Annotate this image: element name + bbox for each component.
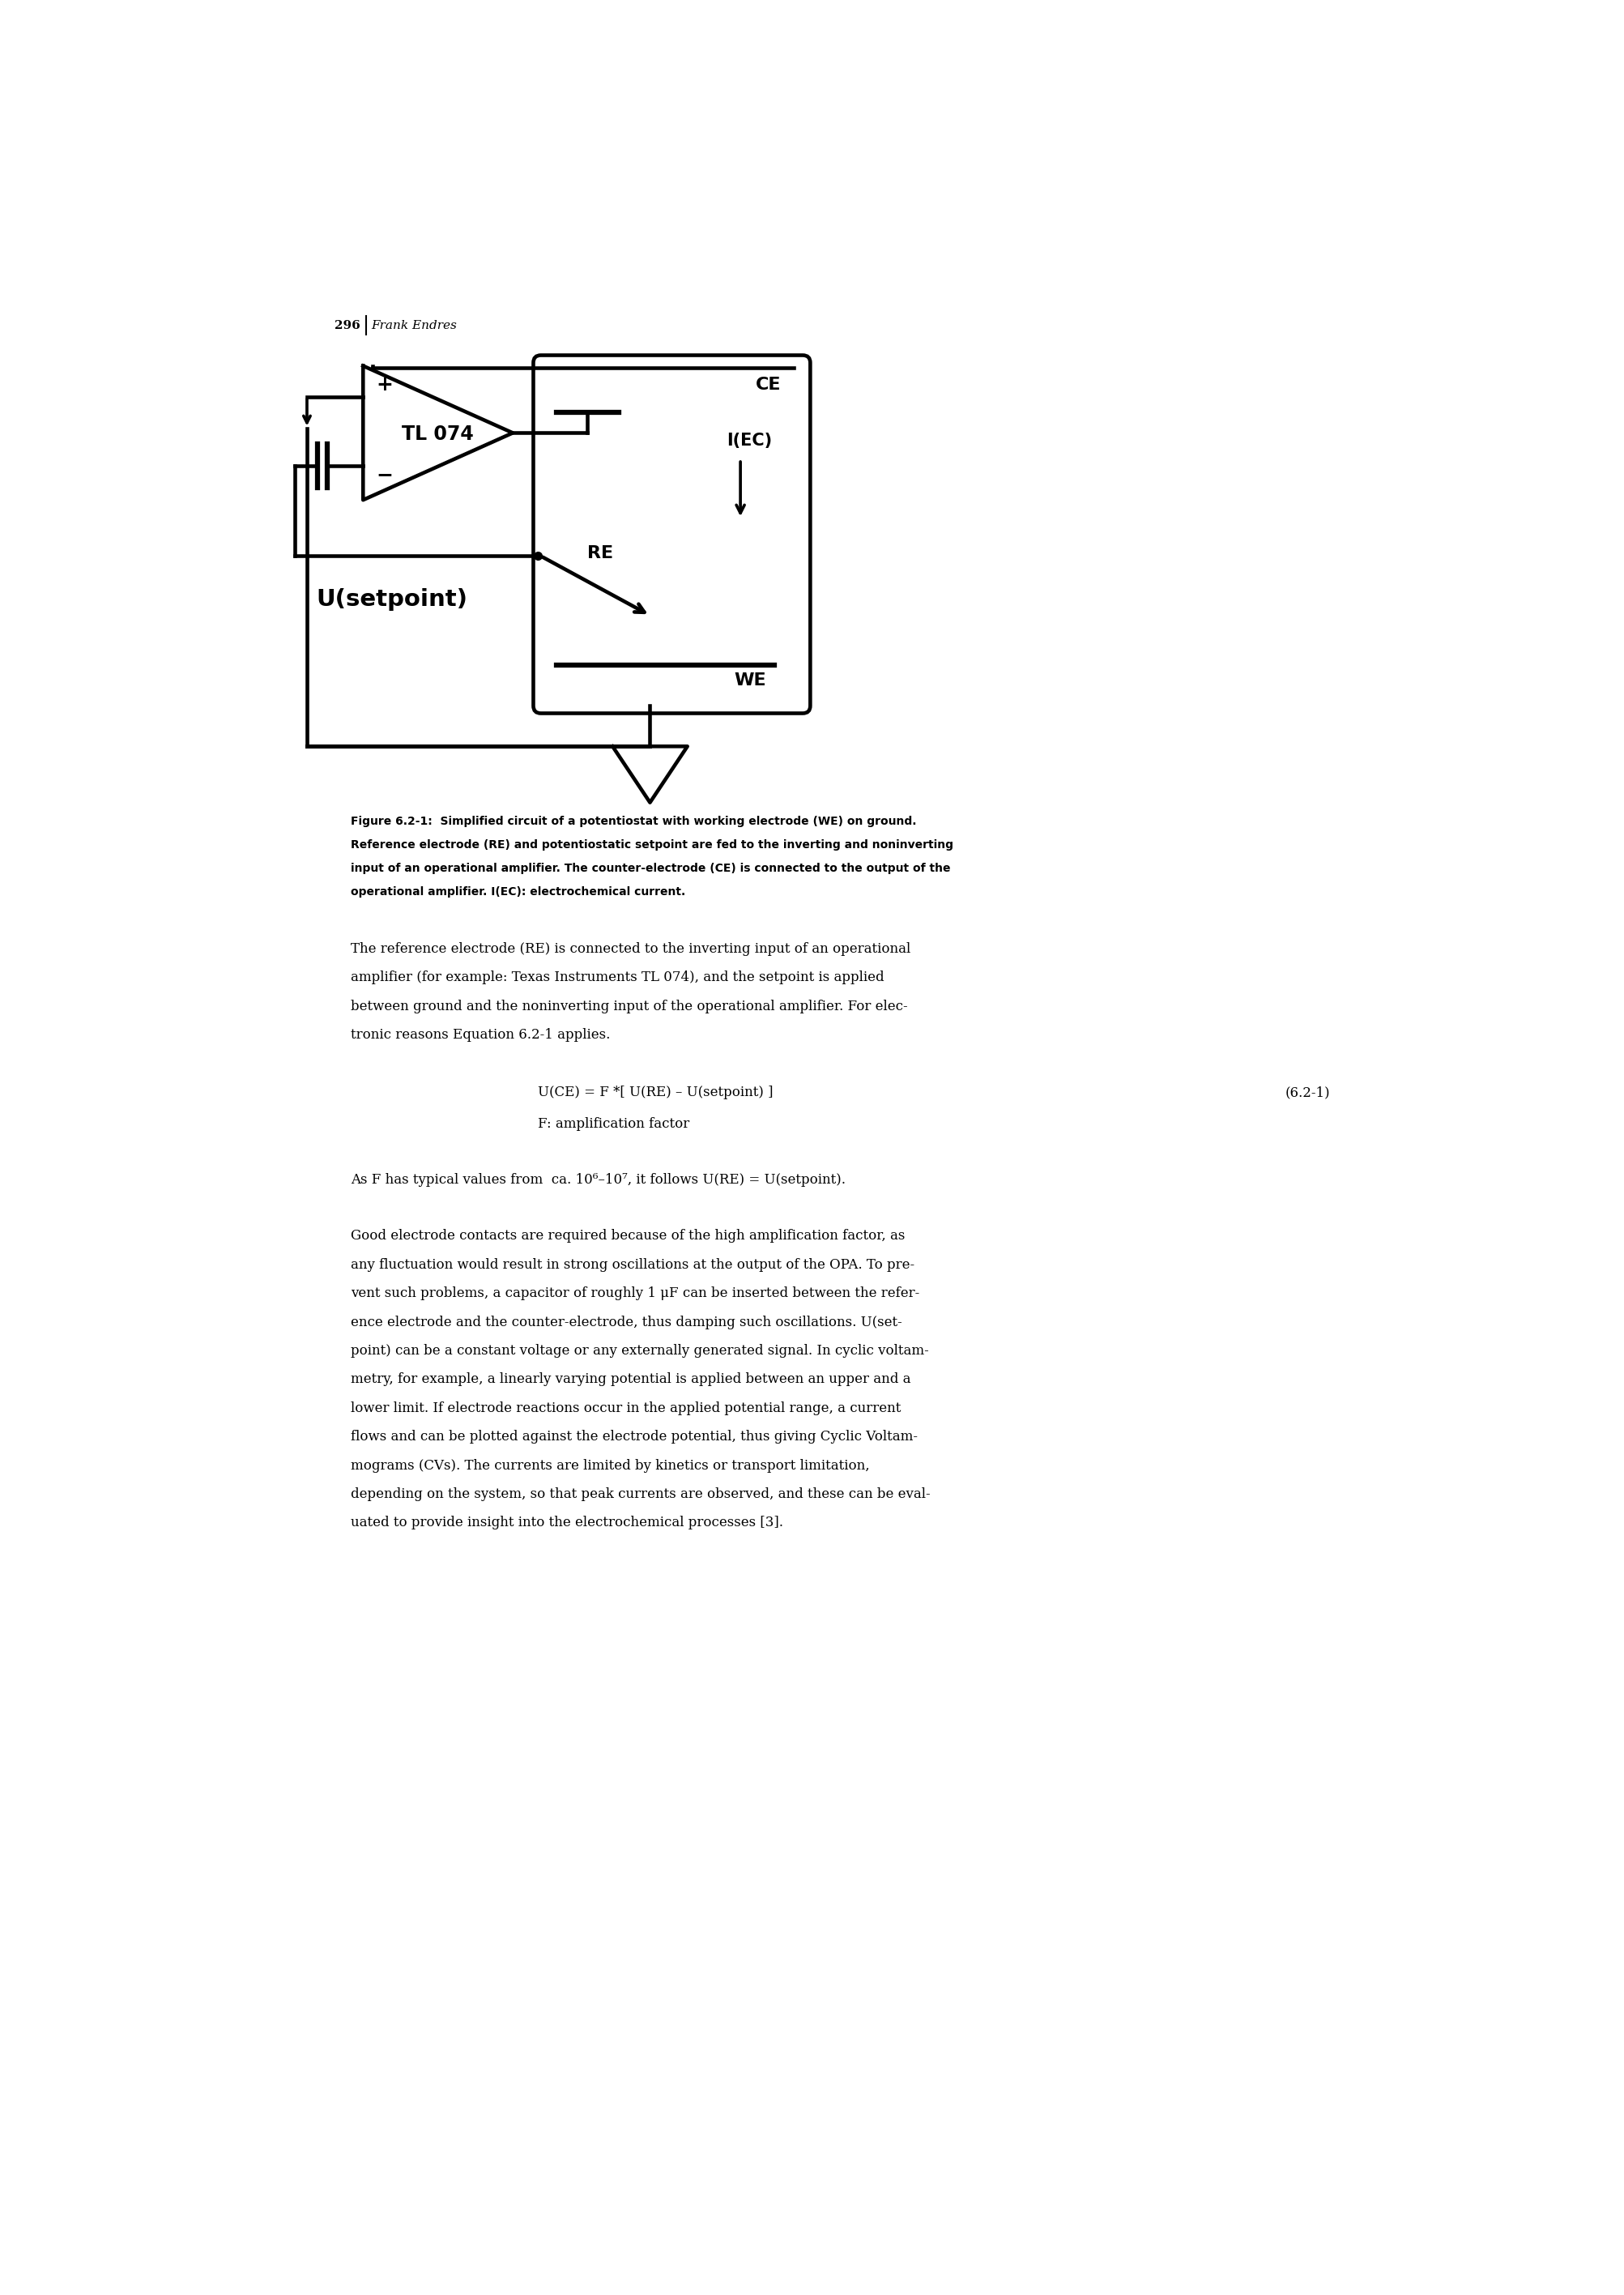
Text: ence electrode and the counter-electrode, thus damping such oscillations. U(set-: ence electrode and the counter-electrode… (351, 1315, 901, 1329)
Text: tronic reasons Equation 6.2-1 applies.: tronic reasons Equation 6.2-1 applies. (351, 1028, 609, 1042)
Text: depending on the system, so that peak currents are observed, and these can be ev: depending on the system, so that peak cu… (351, 1487, 931, 1501)
Text: U(CE) = F *[ U(RE) – U(setpoint) ]: U(CE) = F *[ U(RE) – U(setpoint) ] (538, 1086, 773, 1099)
Text: Good electrode contacts are required because of the high amplification factor, a: Good electrode contacts are required bec… (351, 1230, 905, 1244)
Text: input of an operational amplifier. The counter-electrode (CE) is connected to th: input of an operational amplifier. The c… (351, 863, 950, 874)
Text: CE: CE (755, 376, 781, 392)
Text: mograms (CVs). The currents are limited by kinetics or transport limitation,: mograms (CVs). The currents are limited … (351, 1460, 869, 1473)
Text: TL 074: TL 074 (401, 425, 474, 445)
Text: amplifier (for example: Texas Instruments TL 074), and the setpoint is applied: amplifier (for example: Texas Instrument… (351, 971, 883, 985)
Text: Frank Endres: Frank Endres (370, 319, 456, 330)
Text: lower limit. If electrode reactions occur in the applied potential range, a curr: lower limit. If electrode reactions occu… (351, 1402, 900, 1416)
Text: WE: WE (734, 672, 765, 688)
Text: point) can be a constant voltage or any externally generated signal. In cyclic v: point) can be a constant voltage or any … (351, 1345, 929, 1359)
Text: 296: 296 (335, 319, 361, 330)
Text: metry, for example, a linearly varying potential is applied between an upper and: metry, for example, a linearly varying p… (351, 1372, 911, 1386)
Text: F: amplification factor: F: amplification factor (538, 1118, 689, 1131)
Text: I(EC): I(EC) (726, 431, 771, 450)
Text: As F has typical values from  ca. 10⁶–10⁷, it follows U(RE) = U(setpoint).: As F has typical values from ca. 10⁶–10⁷… (351, 1173, 844, 1187)
Text: uated to provide insight into the electrochemical processes [3].: uated to provide insight into the electr… (351, 1517, 783, 1531)
Text: any fluctuation would result in strong oscillations at the output of the OPA. To: any fluctuation would result in strong o… (351, 1258, 914, 1271)
Text: U(setpoint): U(setpoint) (317, 588, 468, 610)
Text: flows and can be plotted against the electrode potential, thus giving Cyclic Vol: flows and can be plotted against the ele… (351, 1430, 918, 1444)
Text: −: − (377, 466, 393, 484)
Text: Figure 6.2-1:  Simplified circuit of a potentiostat with working electrode (WE) : Figure 6.2-1: Simplified circuit of a po… (351, 815, 916, 826)
Text: The reference electrode (RE) is connected to the inverting input of an operation: The reference electrode (RE) is connecte… (351, 943, 909, 957)
Text: +: + (377, 374, 393, 395)
Text: Reference electrode (RE) and potentiostatic setpoint are fed to the inverting an: Reference electrode (RE) and potentiosta… (351, 840, 953, 851)
Text: between ground and the noninverting input of the operational amplifier. For elec: between ground and the noninverting inpu… (351, 1001, 908, 1014)
Text: operational amplifier. I(EC): electrochemical current.: operational amplifier. I(EC): electroche… (351, 886, 685, 897)
Text: vent such problems, a capacitor of roughly 1 μF can be inserted between the refe: vent such problems, a capacitor of rough… (351, 1287, 919, 1301)
Text: RE: RE (588, 544, 614, 560)
Text: (6.2-1): (6.2-1) (1285, 1086, 1328, 1099)
